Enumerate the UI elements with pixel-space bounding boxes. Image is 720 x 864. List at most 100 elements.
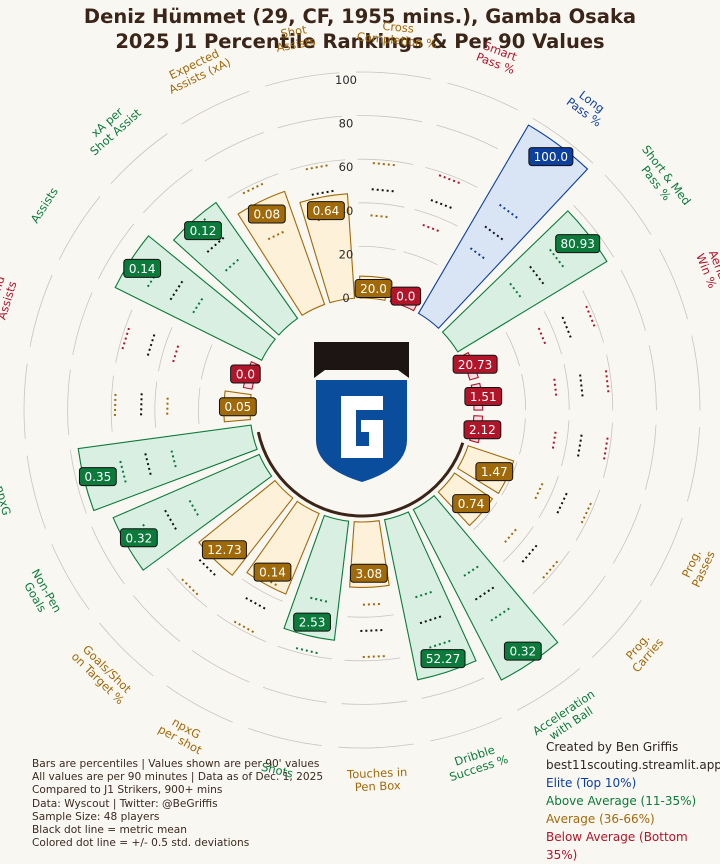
value-box	[253, 562, 292, 582]
grid-arc	[650, 517, 683, 587]
grid-arc	[277, 115, 343, 129]
reference-dot-line	[579, 374, 584, 397]
note-line: Bars are percentiles | Values shown are …	[32, 758, 320, 770]
grid-arc	[191, 649, 250, 683]
value-box	[463, 420, 502, 440]
grid-arc	[582, 290, 604, 343]
value-label: 0.35	[85, 470, 112, 484]
reference-dot-line	[242, 181, 266, 195]
grid-arc	[133, 595, 181, 642]
grid-arc	[154, 381, 158, 428]
grid-arc	[532, 550, 570, 594]
grid-arc	[356, 71, 432, 80]
inner-ring	[256, 431, 465, 518]
reference-dot-line	[561, 316, 572, 338]
grid-arc	[357, 158, 414, 165]
value-label: 2.53	[299, 616, 326, 630]
reference-dot-line	[509, 282, 523, 300]
grid-arc	[26, 455, 46, 529]
metric-label: ExpectedAssists (xA)	[161, 43, 233, 96]
value-label: 0.05	[225, 400, 252, 414]
metric-label: Short & MedPass %	[629, 143, 694, 216]
reference-dot-line	[438, 174, 463, 186]
grid-arc	[603, 422, 613, 478]
value-label: 0.0	[236, 368, 255, 382]
grid-arc	[347, 614, 394, 618]
bar-acceleration-with-ball	[412, 494, 559, 681]
reference-dot-line	[188, 216, 209, 235]
grid-arc	[110, 375, 114, 432]
radial-tick-label: 0	[342, 291, 349, 305]
grid-arc	[58, 196, 101, 260]
metric-label: Prog.Carries	[619, 627, 666, 675]
reference-dot-line	[430, 199, 453, 209]
metric-label: AerialWin %	[693, 247, 720, 291]
value-boxes: 1.47 0.74 0.32 52.27 3.08 2.53 0.14 12.73 0.32 0.…	[78, 147, 601, 669]
grid-arc	[612, 503, 642, 564]
reference-dot-line	[146, 334, 156, 356]
value-label: 20.73	[458, 358, 492, 372]
note-line: Sample Size: 48 players	[32, 810, 160, 823]
grid-arc	[29, 274, 53, 348]
grid-arc	[242, 578, 283, 602]
grid-arc	[227, 173, 279, 199]
grid-arc	[543, 311, 562, 355]
reference-dot-line	[293, 646, 318, 655]
reference-dot-line	[370, 214, 391, 219]
inner-ring-arc	[256, 431, 465, 518]
grid-arc	[502, 526, 534, 562]
reference-dot-line	[164, 509, 177, 530]
reference-dot-line	[488, 607, 510, 624]
metric-label: ShotAssists	[273, 21, 317, 55]
value-label: 2.12	[469, 423, 496, 437]
metric-label: DribbleSuccess %	[444, 740, 510, 785]
grid-arc	[604, 174, 652, 235]
value-box	[119, 528, 158, 548]
reference-dot-line	[372, 162, 398, 167]
grid-arc	[505, 331, 520, 367]
reference-dot-line	[529, 265, 545, 285]
bar-dribble-success-	[383, 511, 477, 681]
reference-dot-line	[144, 452, 152, 475]
grid-arc	[562, 575, 606, 626]
reference-dot-line	[305, 163, 331, 171]
value-box	[464, 387, 503, 407]
grid-arc	[563, 364, 570, 411]
reference-dot-line	[224, 257, 241, 272]
note-line: All values are per 90 minutes | Data as …	[32, 771, 324, 784]
metric-label: Touches inPen Box	[346, 765, 408, 795]
reference-dot-line	[140, 521, 155, 544]
value-box	[452, 354, 498, 374]
metric-label: Non-PenGoals	[17, 566, 64, 621]
reference-dot-line	[585, 305, 597, 330]
reference-dot-line	[192, 295, 205, 314]
grid-arc	[473, 501, 498, 531]
credit-author: Created by Ben Griffis	[546, 740, 679, 754]
value-label: 0.14	[129, 262, 156, 276]
grid-arc	[691, 335, 701, 411]
value-box	[390, 286, 422, 306]
note-line: Compared to J1 Strikers, 900+ mins	[32, 784, 223, 797]
grid-arc	[648, 344, 657, 411]
reference-dot-line	[577, 434, 583, 457]
value-label: 0.08	[253, 207, 280, 221]
legend-average: Average (36-66%)	[546, 812, 655, 826]
grid-arc	[262, 686, 327, 703]
value-box	[307, 201, 345, 221]
reference-dot-line	[187, 497, 199, 516]
grid-arc	[204, 132, 264, 162]
grid-arc	[358, 202, 405, 208]
chart-title: Deniz Hümmet (29, CF, 1955 mins.), Gamba…	[0, 4, 720, 54]
grid-arc	[425, 166, 478, 188]
grid-arc	[414, 209, 458, 227]
reference-dot-line	[198, 558, 216, 576]
grid-arc	[575, 489, 601, 541]
grid-arc	[658, 249, 688, 320]
value-box	[230, 364, 261, 384]
value-label: 20.0	[360, 282, 387, 296]
reference-dot-line	[206, 236, 225, 253]
grid-arc	[573, 205, 615, 258]
grid-arc	[97, 223, 135, 280]
metric-label: xA perShot Assist	[79, 96, 145, 159]
